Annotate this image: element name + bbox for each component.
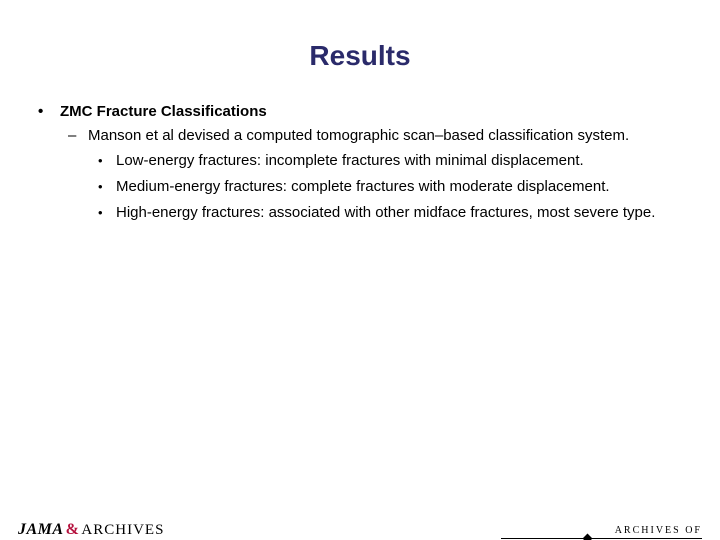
- jama-archives-logo: JAMA&ARCHIVES: [18, 521, 203, 539]
- jama-text: JAMA: [18, 521, 64, 538]
- archives-text: ARCHIVES: [81, 522, 164, 538]
- slide-content: ZMC Fracture Classifications Manson et a…: [0, 102, 720, 223]
- archives-of-text: ARCHIVES OF: [501, 525, 702, 536]
- bullet-level3: Low-energy fractures: incomplete fractur…: [88, 151, 690, 224]
- archives-rule-icon: [501, 538, 702, 539]
- sub-text: Manson et al devised a computed tomograp…: [88, 127, 629, 144]
- archives-fps-logo: ARCHIVES OF FACIAL PLASTIC SURGERY: [501, 525, 702, 540]
- footer-left: JAMA&ARCHIVES Copyright restrictions may…: [18, 521, 203, 540]
- heading-text: ZMC Fracture Classifications: [60, 103, 267, 120]
- slide-footer: JAMA&ARCHIVES Copyright restrictions may…: [18, 521, 702, 540]
- bullet-item-sub: Manson et al devised a computed tomograp…: [88, 126, 690, 223]
- bullet-item-point: Low-energy fractures: incomplete fractur…: [116, 151, 690, 171]
- bullet-level2: Manson et al devised a computed tomograp…: [60, 126, 690, 223]
- bullet-item-heading: ZMC Fracture Classifications Manson et a…: [60, 102, 690, 223]
- bullet-level1: ZMC Fracture Classifications Manson et a…: [30, 102, 690, 223]
- bullet-item-point: High-energy fractures: associated with o…: [116, 203, 690, 223]
- slide: Results ZMC Fracture Classifications Man…: [0, 40, 720, 540]
- slide-title: Results: [0, 40, 720, 72]
- bullet-item-point: Medium-energy fractures: complete fractu…: [116, 177, 690, 197]
- jama-ampersand: &: [66, 521, 80, 538]
